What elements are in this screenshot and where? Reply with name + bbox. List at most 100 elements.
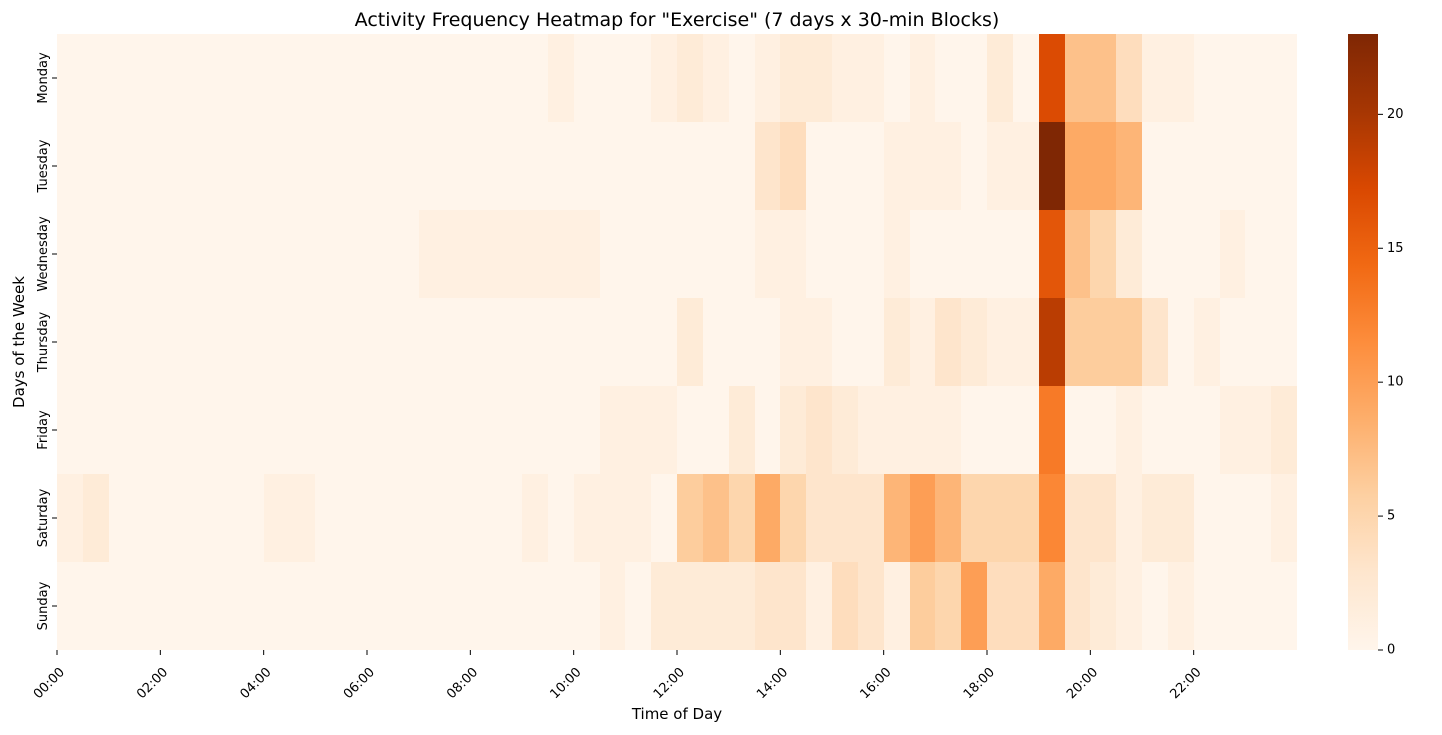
heatmap-cell	[186, 122, 212, 210]
heatmap-cell	[910, 34, 935, 122]
heatmap-cell	[341, 34, 367, 122]
heatmap-cell	[806, 34, 832, 122]
y-tick-label: Wednesday	[36, 216, 51, 292]
heatmap-cell	[832, 386, 858, 474]
x-axis-label: Time of Day	[631, 705, 722, 723]
heatmap-cell	[419, 474, 445, 562]
heatmap-cell	[264, 210, 290, 298]
x-tick-label: 18:00	[961, 665, 998, 702]
heatmap-cell	[625, 298, 651, 386]
heatmap-cell	[445, 34, 470, 122]
heatmap-cell	[987, 474, 1013, 562]
heatmap-cell	[1116, 34, 1142, 122]
x-tick-label: 10:00	[547, 665, 584, 702]
heatmap-cell	[729, 34, 755, 122]
heatmap-cell	[1065, 122, 1090, 210]
heatmap-cell	[238, 34, 264, 122]
heatmap-cell	[935, 386, 961, 474]
heatmap-cell	[677, 298, 703, 386]
heatmap-cell	[625, 386, 651, 474]
heatmap-cell	[987, 34, 1013, 122]
heatmap-cell	[1168, 386, 1194, 474]
heatmap-cell	[651, 562, 677, 650]
heatmap-cell	[109, 210, 135, 298]
heatmap-cell	[445, 122, 470, 210]
heatmap-cell	[496, 122, 522, 210]
heatmap-cell	[806, 210, 832, 298]
heatmap-cell	[910, 386, 935, 474]
colorbar-tick-label: 20	[1387, 107, 1404, 122]
heatmap-cell	[522, 298, 548, 386]
y-axis: Monday Tuesday Wednesday Thursday Friday Satu…	[36, 52, 57, 630]
heatmap-cell	[367, 474, 393, 562]
heatmap-cell	[470, 210, 496, 298]
heatmap-cell	[806, 474, 832, 562]
heatmap-cell	[600, 34, 625, 122]
heatmap-cell	[1220, 210, 1245, 298]
heatmap-cell	[1142, 474, 1168, 562]
heatmap-cell	[264, 562, 290, 650]
heatmap-cell	[341, 298, 367, 386]
heatmap-cell	[1013, 474, 1039, 562]
heatmap-cell	[135, 474, 160, 562]
colorbar	[1348, 34, 1378, 650]
heatmap-cell	[445, 474, 470, 562]
heatmap-cell	[1090, 474, 1116, 562]
heatmap-cell	[1194, 210, 1220, 298]
heatmap-cell	[1065, 34, 1090, 122]
heatmap-cell	[393, 474, 419, 562]
heatmap-cell	[1090, 562, 1116, 650]
heatmap-cell	[935, 298, 961, 386]
heatmap-cell	[1220, 386, 1245, 474]
heatmap-cell	[858, 210, 884, 298]
heatmap-cell	[651, 210, 677, 298]
heatmap-cell	[522, 34, 548, 122]
heatmap-cell	[367, 122, 393, 210]
heatmap-cell	[574, 122, 600, 210]
heatmap-cell	[677, 386, 703, 474]
heatmap-cell	[1039, 562, 1065, 650]
heatmap-cell	[445, 298, 470, 386]
heatmap-cell	[780, 386, 806, 474]
heatmap-cell	[212, 210, 238, 298]
heatmap-cell	[703, 122, 729, 210]
heatmap-cell	[755, 122, 780, 210]
heatmap-cell	[1194, 386, 1220, 474]
heatmap-cell	[1220, 562, 1245, 650]
heatmap-cell	[600, 386, 625, 474]
heatmap-cell	[1065, 562, 1090, 650]
heatmap-cell	[910, 474, 935, 562]
heatmap-cell	[1142, 562, 1168, 650]
heatmap-cell	[703, 386, 729, 474]
heatmap-cell	[57, 474, 83, 562]
heatmap-cell	[651, 474, 677, 562]
heatmap-cell	[987, 122, 1013, 210]
heatmap-cell	[961, 474, 987, 562]
heatmap-cell	[1039, 34, 1065, 122]
heatmap-cell	[367, 210, 393, 298]
heatmap-cell	[290, 474, 315, 562]
heatmap-cell	[600, 562, 625, 650]
heatmap-cell	[264, 474, 290, 562]
heatmap-cell	[1168, 210, 1194, 298]
x-tick-label: 06:00	[341, 665, 378, 702]
heatmap-cell	[57, 210, 83, 298]
heatmap-cell	[1013, 34, 1039, 122]
heatmap-cell	[290, 562, 315, 650]
heatmap-cell	[1194, 474, 1220, 562]
heatmap-cell	[858, 122, 884, 210]
heatmap-cell	[341, 474, 367, 562]
heatmap-cell	[806, 562, 832, 650]
heatmap-cell	[83, 562, 109, 650]
heatmap-cell	[1245, 386, 1271, 474]
heatmap-cell	[574, 34, 600, 122]
heatmap-cell	[212, 562, 238, 650]
heatmap-cell	[987, 562, 1013, 650]
heatmap-cell	[1271, 210, 1297, 298]
heatmap-cell	[780, 298, 806, 386]
heatmap-cell	[1245, 210, 1271, 298]
heatmap-cell	[1168, 122, 1194, 210]
heatmap-cell	[186, 562, 212, 650]
heatmap-cell	[496, 210, 522, 298]
